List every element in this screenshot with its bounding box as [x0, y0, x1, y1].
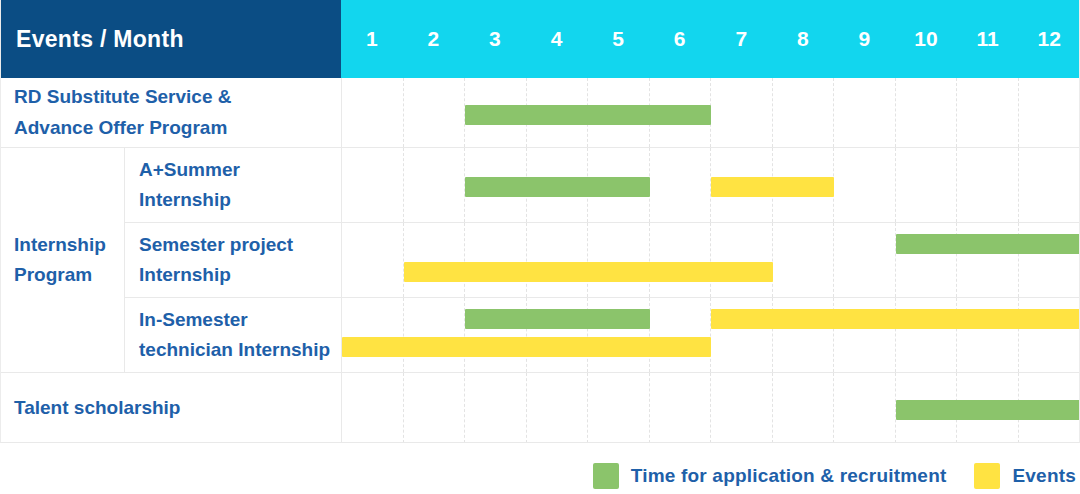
- row-label-rd-substitute: RD Substitute Service & Advance Offer Pr…: [0, 78, 341, 147]
- row-label-a-plus-summer: A+Summer Internship: [125, 147, 341, 222]
- table-header-title: Events / Month: [0, 0, 341, 78]
- month-header-cell-8: 8: [772, 0, 834, 78]
- month-grid-cell: [342, 78, 404, 147]
- month-grid-cell: [834, 78, 896, 147]
- yellow-swatch-icon: [974, 463, 1000, 489]
- month-header-cell-9: 9: [834, 0, 896, 78]
- chart-row-semester-project: [341, 222, 1080, 297]
- month-grid-cell: [650, 148, 712, 222]
- month-grid-cell: [342, 223, 404, 297]
- chart-row-talent-scholarship: [341, 372, 1080, 443]
- green-gantt-bar: [465, 309, 650, 329]
- month-grid-cell: [404, 223, 466, 297]
- month-grid-cell: [404, 373, 466, 443]
- month-grid-cell: [650, 373, 712, 443]
- yellow-gantt-bar: [342, 337, 711, 357]
- month-grid-cell: [957, 78, 1019, 147]
- month-header-cell-11: 11: [957, 0, 1019, 78]
- month-header-cell-2: 2: [403, 0, 465, 78]
- legend-item-application-recruitment: Time for application & recruitment: [593, 463, 947, 489]
- month-grid-cell: [1019, 148, 1080, 222]
- yellow-gantt-bar: [711, 309, 1080, 329]
- legend-item-events: Events: [974, 463, 1076, 489]
- green-gantt-bar: [465, 177, 650, 197]
- month-grid-cell: [773, 373, 835, 443]
- month-grid-cell: [404, 148, 466, 222]
- month-grid-cell: [1019, 78, 1080, 147]
- month-grid-cell: [404, 78, 466, 147]
- group-label-internship-program: Internship Program: [0, 147, 125, 372]
- legend: Time for application & recruitment Event…: [0, 463, 1080, 489]
- month-grid-cell: [342, 148, 404, 222]
- legend-label: Events: [1012, 465, 1076, 487]
- row-label-talent-scholarship: Talent scholarship: [0, 372, 341, 443]
- row-label-in-semester-technician: In-Semester technician Internship: [125, 297, 341, 372]
- yellow-gantt-bar: [404, 262, 773, 282]
- month-grid-cell: [465, 373, 527, 443]
- legend-label: Time for application & recruitment: [631, 465, 947, 487]
- month-grid-cell: [404, 298, 466, 372]
- month-grid-cell: [834, 373, 896, 443]
- month-grid-cell: [834, 148, 896, 222]
- month-grid-cell: [527, 373, 589, 443]
- month-header-cell-5: 5: [587, 0, 649, 78]
- row-label-semester-project: Semester project Internship: [125, 222, 341, 297]
- green-gantt-bar: [896, 234, 1080, 254]
- month-grid-cell: [711, 373, 773, 443]
- month-grid-cell: [465, 223, 527, 297]
- chart-row-rd-substitute: [341, 78, 1080, 147]
- chart-row-a-plus-summer: [341, 147, 1080, 222]
- month-header-cell-1: 1: [341, 0, 403, 78]
- month-header-cell-3: 3: [464, 0, 526, 78]
- month-grid-cell: [896, 148, 958, 222]
- month-grid-cell: [957, 148, 1019, 222]
- month-grid-cell: [342, 298, 404, 372]
- chart-row-in-semester-technician: [341, 297, 1080, 372]
- yellow-gantt-bar: [711, 177, 834, 197]
- month-grid-cell: [527, 223, 589, 297]
- green-gantt-bar: [465, 105, 711, 125]
- month-header-cell-4: 4: [526, 0, 588, 78]
- month-grid-cell: [650, 223, 712, 297]
- month-header-cell-7: 7: [710, 0, 772, 78]
- month-grid-cell: [650, 298, 712, 372]
- month-grid-cell: [588, 223, 650, 297]
- gantt-schedule-table: Events / Month 123456789101112 RD Substi…: [0, 0, 1080, 443]
- month-grid-cell: [588, 373, 650, 443]
- month-grid-cell: [342, 373, 404, 443]
- month-grid-cell: [773, 223, 835, 297]
- month-grid-cell: [711, 78, 773, 147]
- month-header-cell-10: 10: [895, 0, 957, 78]
- month-grid-cell: [834, 223, 896, 297]
- month-header-cell-6: 6: [649, 0, 711, 78]
- month-grid-cell: [773, 78, 835, 147]
- month-grid-cell: [896, 78, 958, 147]
- green-swatch-icon: [593, 463, 619, 489]
- month-grid-cell: [711, 223, 773, 297]
- green-gantt-bar: [896, 400, 1080, 420]
- month-header-row: 123456789101112: [341, 0, 1080, 78]
- month-header-cell-12: 12: [1018, 0, 1080, 78]
